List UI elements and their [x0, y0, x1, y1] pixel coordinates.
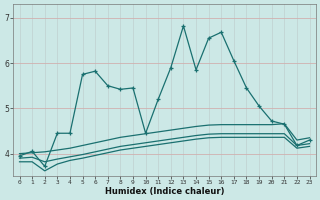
X-axis label: Humidex (Indice chaleur): Humidex (Indice chaleur) [105, 187, 224, 196]
